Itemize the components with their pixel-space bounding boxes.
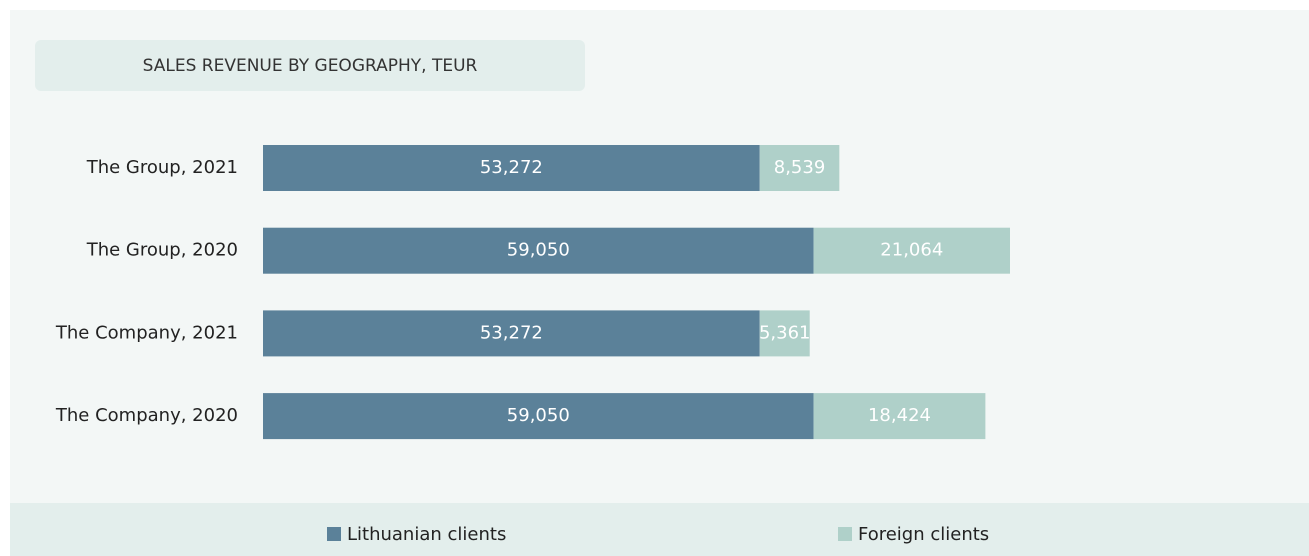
bar-segment xyxy=(263,145,760,191)
category-label: The Company, 2020 xyxy=(55,405,238,426)
value-label: 21,064 xyxy=(880,240,943,261)
value-label: 5,361 xyxy=(759,322,811,343)
value-label: 59,050 xyxy=(507,240,570,261)
bar-segment xyxy=(263,393,814,440)
legend-swatch xyxy=(838,527,852,541)
category-label: The Group, 2021 xyxy=(86,157,238,178)
chart-title: SALES REVENUE BY GEOGRAPHY, TEUR xyxy=(143,56,478,76)
value-label: 8,539 xyxy=(774,157,826,178)
legend-label: Lithuanian clients xyxy=(347,524,506,545)
legend-swatch xyxy=(327,527,341,541)
panel xyxy=(10,10,1309,556)
category-label: The Company, 2021 xyxy=(55,322,238,343)
bar-segment xyxy=(759,310,810,357)
value-label: 53,272 xyxy=(480,322,543,343)
bar-segment xyxy=(813,227,1010,274)
category-label: The Group, 2020 xyxy=(86,240,238,261)
bar-segment xyxy=(263,227,814,274)
bar-segment xyxy=(813,393,986,440)
bar-segment xyxy=(263,310,760,357)
value-label: 53,272 xyxy=(480,157,543,178)
title-box xyxy=(35,40,585,91)
value-label: 18,424 xyxy=(868,405,931,426)
legend-label: Foreign clients xyxy=(858,524,989,545)
value-label: 59,050 xyxy=(507,405,570,426)
legend-band xyxy=(10,503,1309,556)
bar-segment xyxy=(759,145,840,191)
